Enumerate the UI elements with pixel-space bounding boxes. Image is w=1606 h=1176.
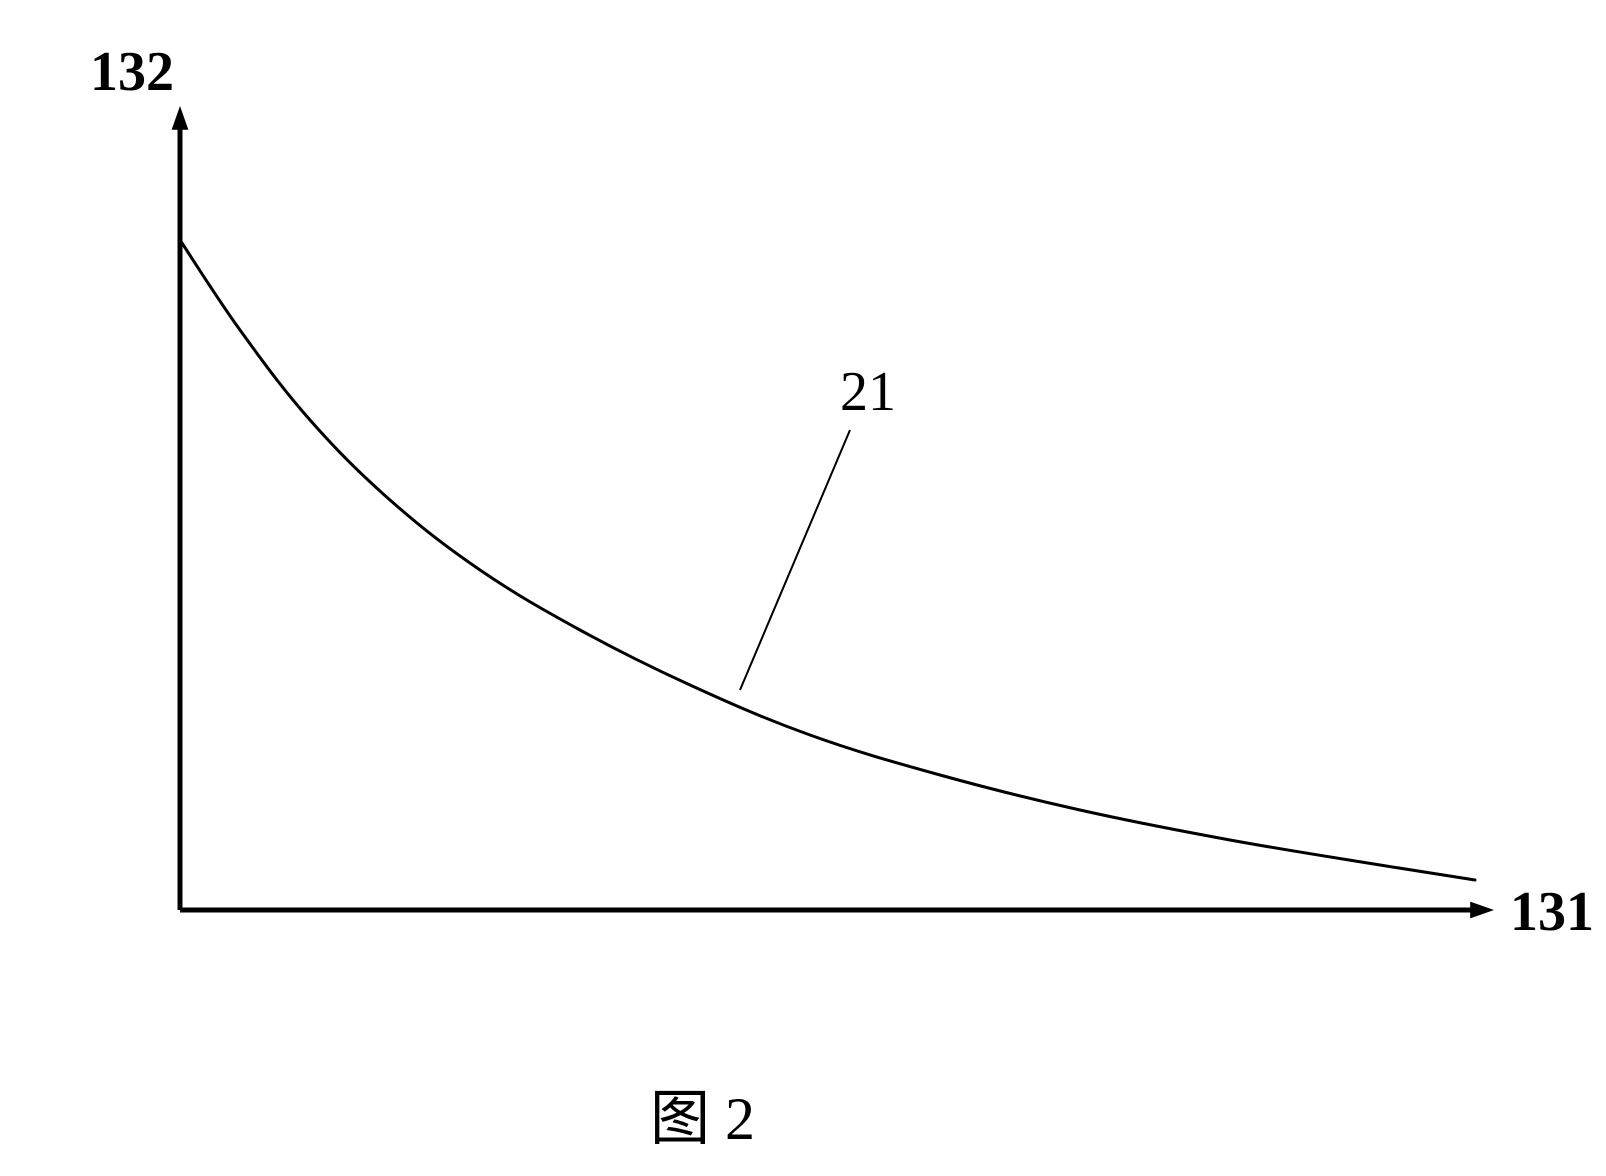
x-axis-label: 131 [1510,880,1594,944]
y-axis-label: 132 [90,40,174,104]
chart-svg [80,40,1580,1020]
figure-caption: 图 2 [650,1070,755,1157]
chart-area: 132 131 21 [80,40,1520,1020]
curve-label: 21 [840,360,896,424]
